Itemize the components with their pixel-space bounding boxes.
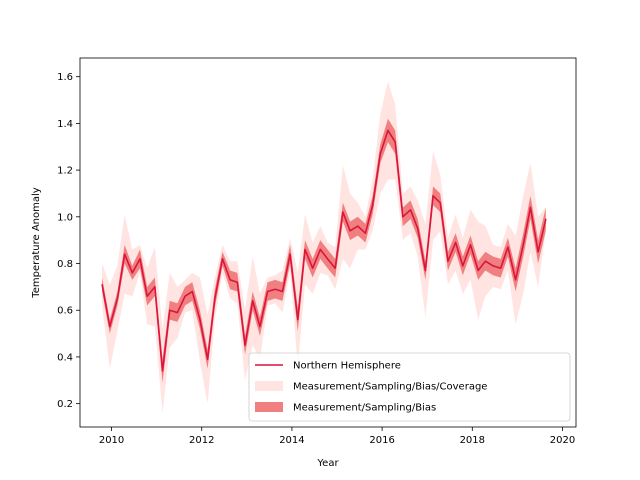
data-point — [387, 129, 389, 131]
data-point — [492, 265, 494, 267]
data-point — [312, 267, 314, 269]
data-point — [342, 211, 344, 213]
data-point — [477, 269, 479, 272]
data-point — [252, 300, 254, 302]
data-point — [154, 286, 156, 288]
data-point — [372, 204, 374, 206]
legend: Northern Hemisphere Measurement/Sampling/… — [248, 352, 571, 422]
data-point — [545, 218, 547, 220]
data-point — [207, 358, 209, 360]
legend-label: Measurement/Sampling/Bias — [293, 403, 436, 414]
data-point — [379, 153, 381, 155]
point-layer — [101, 129, 547, 372]
data-point — [409, 209, 412, 211]
legend-swatch-band — [255, 402, 283, 412]
data-point — [417, 227, 419, 230]
data-point — [266, 290, 269, 293]
plot-frame — [79, 57, 577, 428]
y-tick-label: 1.2 — [57, 166, 73, 177]
data-point — [124, 253, 126, 255]
x-axis-title: Year — [316, 458, 339, 469]
data-point — [244, 344, 246, 346]
series-line — [101, 129, 547, 372]
data-point — [236, 281, 238, 283]
y-tick-label: 1.0 — [57, 212, 73, 223]
data-point — [402, 216, 404, 218]
data-point — [349, 230, 351, 232]
data-point — [439, 202, 441, 204]
data-point — [101, 283, 103, 286]
data-point — [109, 325, 111, 328]
x-axis-ticks: 2010 2012 2014 2016 2018 2020 — [99, 427, 575, 446]
data-point — [537, 251, 539, 253]
data-point — [229, 279, 231, 281]
data-point — [146, 295, 148, 297]
data-point — [484, 260, 486, 262]
data-point — [169, 309, 171, 311]
y-tick-label: 0.8 — [57, 259, 73, 270]
plot-area — [101, 81, 547, 413]
data-point — [469, 244, 472, 246]
legend-label: Northern Hemisphere — [293, 361, 401, 372]
y-tick-label: 0.6 — [57, 306, 73, 317]
data-point — [326, 258, 329, 260]
data-point — [199, 318, 201, 321]
y-tick-label: 1.4 — [57, 119, 73, 130]
data-point — [522, 244, 524, 246]
data-point — [184, 295, 186, 297]
data-point — [139, 258, 141, 260]
y-axis-ticks: 0.2 0.4 0.6 0.8 1.0 1.2 1.4 1.6 — [57, 72, 80, 410]
data-point — [161, 370, 164, 372]
data-point — [274, 288, 276, 290]
data-point — [364, 232, 367, 234]
data-point — [507, 246, 509, 248]
data-point — [447, 260, 449, 262]
data-point — [259, 325, 261, 328]
legend-label: Measurement/Sampling/Bias/Coverage — [293, 382, 487, 393]
y-axis-title: Temperature Anomaly — [31, 187, 42, 298]
data-point — [529, 206, 532, 209]
x-tick-label: 2020 — [550, 435, 575, 446]
legend-swatch-band — [255, 381, 283, 391]
data-point — [424, 269, 426, 272]
data-point — [116, 297, 119, 300]
legend-frame — [248, 352, 571, 422]
data-point — [304, 248, 306, 251]
data-point — [176, 311, 178, 314]
data-point — [131, 272, 133, 274]
data-point — [221, 258, 224, 260]
data-point — [394, 141, 396, 143]
data-point — [289, 253, 291, 255]
data-point — [281, 290, 284, 293]
y-tick-label: 1.6 — [57, 72, 73, 83]
data-point — [462, 265, 464, 267]
x-tick-label: 2016 — [369, 435, 394, 446]
y-tick-label: 0.2 — [57, 399, 73, 410]
data-point — [214, 297, 216, 300]
data-point — [357, 225, 359, 227]
x-tick-label: 2018 — [460, 435, 485, 446]
data-point — [432, 195, 434, 197]
data-point — [334, 267, 336, 269]
data-point — [500, 267, 502, 269]
data-point — [455, 241, 457, 244]
y-tick-label: 0.4 — [57, 352, 73, 363]
data-point — [297, 318, 299, 321]
data-point — [319, 248, 321, 251]
x-tick-label: 2010 — [99, 435, 124, 446]
data-point — [191, 290, 193, 293]
data-point — [514, 279, 517, 281]
x-tick-label: 2012 — [189, 435, 214, 446]
line-layer — [101, 129, 547, 372]
x-tick-label: 2014 — [279, 435, 304, 446]
